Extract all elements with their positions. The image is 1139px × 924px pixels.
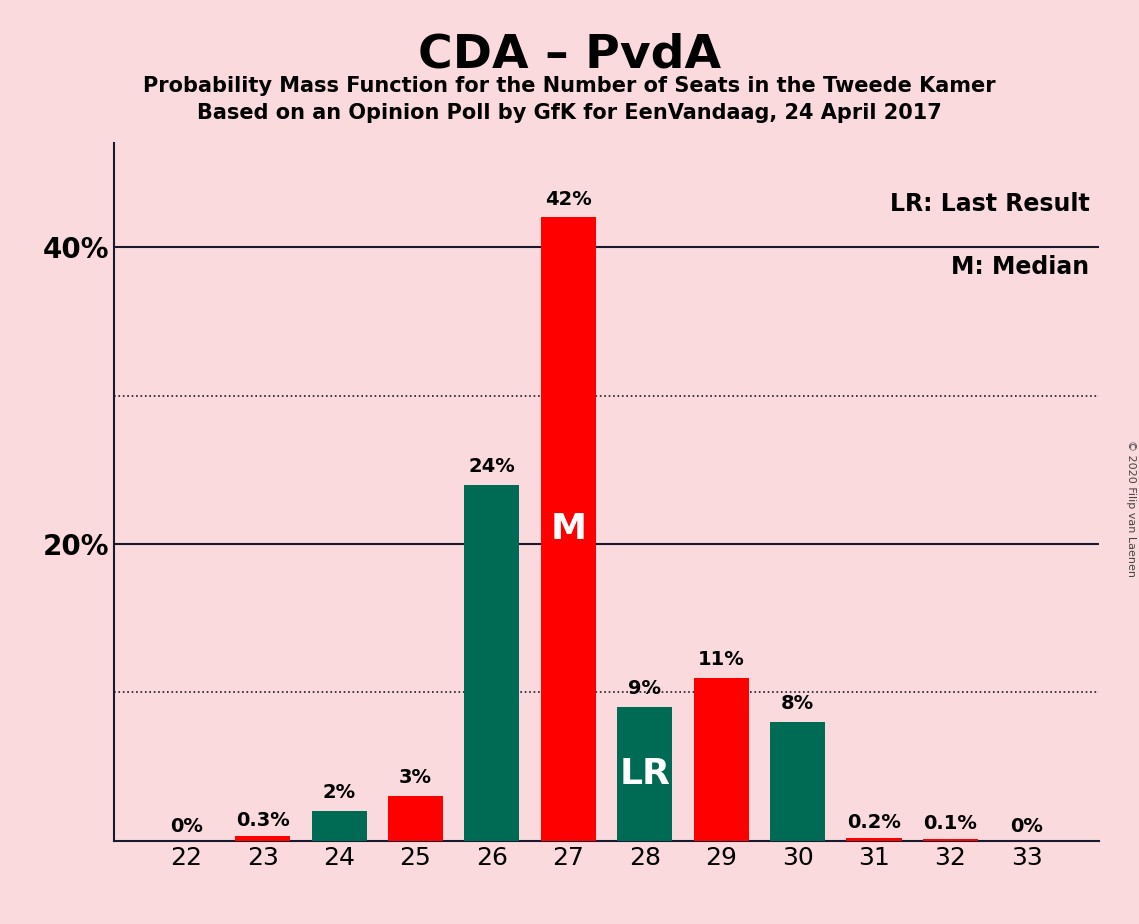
Bar [541,217,596,841]
Text: 24%: 24% [468,456,515,476]
Text: M: Median: M: Median [951,255,1089,279]
Bar [617,707,672,841]
Text: 0.2%: 0.2% [847,813,901,832]
Text: LR: LR [620,757,670,791]
Text: © 2020 Filip van Laenen: © 2020 Filip van Laenen [1126,440,1136,577]
Bar [846,838,901,841]
Bar [694,677,748,841]
Bar [465,484,519,841]
Text: 11%: 11% [698,650,745,669]
Text: LR: Last Result: LR: Last Result [890,192,1089,216]
Text: 0.3%: 0.3% [236,811,289,831]
Text: 0.1%: 0.1% [924,814,977,833]
Text: M: M [550,512,587,546]
Bar [923,839,978,841]
Bar [770,722,825,841]
Text: 42%: 42% [544,189,591,209]
Text: 9%: 9% [629,679,662,699]
Text: Based on an Opinion Poll by GfK for EenVandaag, 24 April 2017: Based on an Opinion Poll by GfK for EenV… [197,103,942,124]
Text: 3%: 3% [399,769,432,787]
Text: 8%: 8% [781,694,814,713]
Text: Probability Mass Function for the Number of Seats in the Tweede Kamer: Probability Mass Function for the Number… [144,76,995,96]
Bar [235,836,290,841]
Text: 2%: 2% [322,784,355,802]
Bar [388,796,443,841]
Text: CDA – PvdA: CDA – PvdA [418,32,721,78]
Text: 0%: 0% [170,818,203,836]
Text: 0%: 0% [1010,818,1043,836]
Bar [312,811,367,841]
